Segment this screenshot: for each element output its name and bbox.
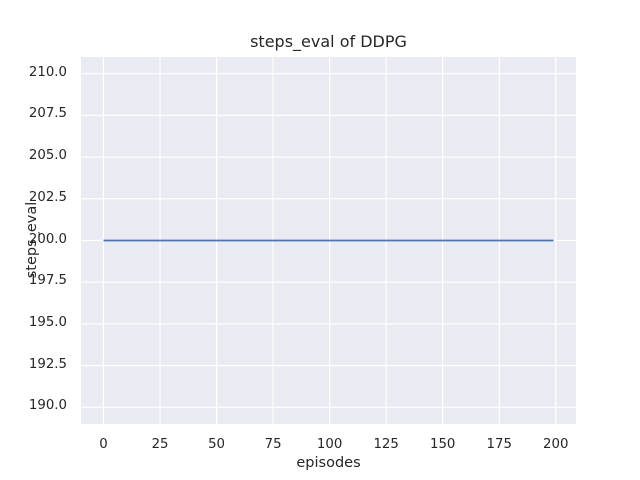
y-tick-label: 205.0 <box>28 148 67 164</box>
y-tick-label: 197.5 <box>28 273 67 289</box>
plot-area <box>81 57 576 424</box>
x-tick-label: 25 <box>151 437 169 452</box>
y-tick-label: 207.5 <box>28 106 67 122</box>
y-tick-label: 202.5 <box>28 189 67 205</box>
y-tick-label: 200.0 <box>28 231 67 247</box>
y-tick-label: 192.5 <box>28 356 67 372</box>
x-tick-label: 100 <box>316 437 343 452</box>
x-tick-label: 175 <box>486 437 512 452</box>
x-tick-label: 125 <box>373 437 399 452</box>
x-tick-label: 200 <box>543 437 569 452</box>
y-tick-label: 195.0 <box>28 314 67 330</box>
chart-title: steps_eval of DDPG <box>250 32 407 51</box>
x-tick-label: 50 <box>208 437 226 452</box>
y-tick-label: 210.0 <box>28 64 67 80</box>
x-tick-label: 75 <box>264 437 282 452</box>
x-axis-label: episodes <box>296 455 361 471</box>
plot-canvas <box>81 57 576 424</box>
y-tick-label: 190.0 <box>28 398 67 414</box>
x-tick-label: 150 <box>429 437 456 452</box>
x-tick-label: 0 <box>99 437 108 452</box>
